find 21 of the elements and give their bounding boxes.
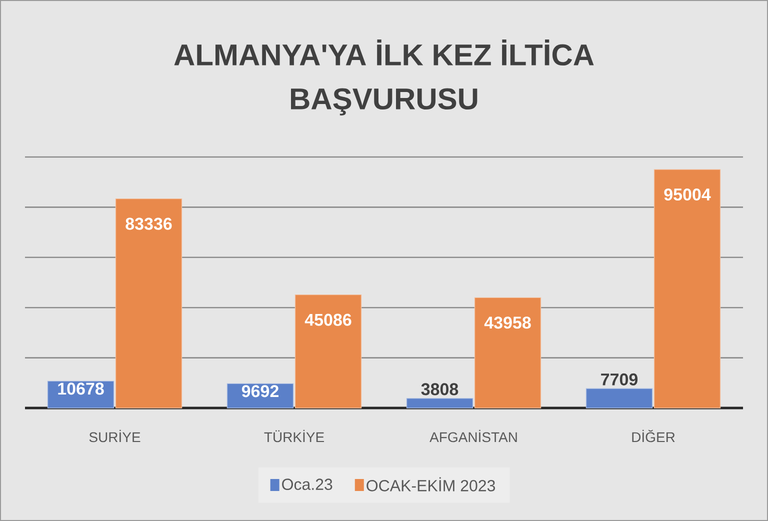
bar: [406, 398, 474, 408]
x-tick-label: DİĞER: [632, 430, 675, 442]
legend-label: Oca.23: [282, 478, 332, 490]
bar: [474, 297, 542, 408]
data-label: 9692: [242, 385, 278, 398]
bar: [115, 198, 182, 408]
x-tick-label: SURİYE: [89, 430, 140, 442]
x-tick-label: TÜRKİYE: [264, 430, 324, 442]
data-label: 83336: [126, 218, 172, 230]
legend-label: OCAK-EKİM 2023: [366, 477, 495, 492]
data-label: 95004: [664, 188, 711, 201]
data-label: 10678: [58, 382, 104, 395]
data-label: 3808: [421, 383, 458, 396]
data-label: 45086: [304, 314, 352, 326]
data-label: 43958: [484, 316, 531, 329]
data-label: 7709: [601, 373, 638, 386]
chart-title: ALMANYA'YA İLK KEZ İLTİCA BAŞVURUSU: [174, 40, 594, 116]
x-tick-label: AFGANİSTAN: [430, 430, 517, 442]
bar: [586, 388, 653, 408]
bar: [294, 294, 362, 408]
bar: [654, 169, 721, 408]
